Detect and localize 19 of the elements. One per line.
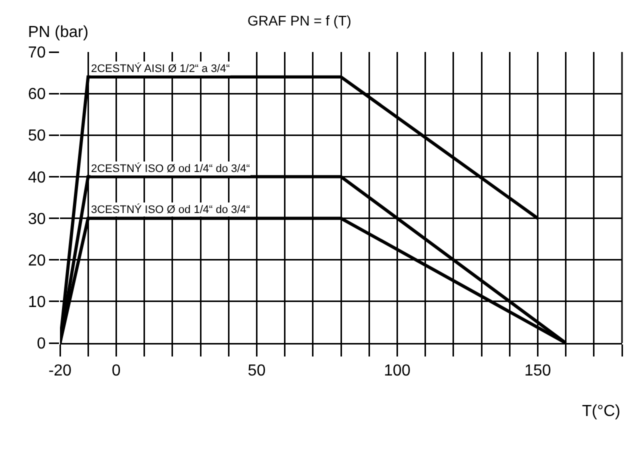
y-tick-label: 60	[28, 86, 46, 104]
y-tick-label: 0	[36, 336, 46, 353]
series-label: 2CESTNÝ AISI Ø 1/2“ a 3/4“	[91, 62, 230, 75]
y-tick-label: 30	[28, 210, 46, 228]
x-tick-label: 100	[384, 362, 411, 380]
y-tick-label: 70	[28, 44, 46, 62]
x-tick-label: -20	[48, 362, 72, 380]
x-axis-title: T(°C)	[582, 403, 620, 420]
y-tick-label: 20	[28, 252, 46, 270]
y-tick-label: 40	[28, 169, 46, 186]
y-tick-label: 50	[28, 128, 46, 145]
series-label: 2CESTNÝ ISO Ø od 1/4“ do 3/4“	[91, 162, 250, 175]
x-tick-label: 150	[524, 362, 552, 380]
y-tick-label: 10	[28, 294, 46, 312]
series-label: 3CESTNÝ ISO Ø od 1/4“ do 3/4“	[91, 203, 250, 216]
x-tick-label: 50	[248, 362, 266, 380]
chart-title: GRAF PN = f (T)	[247, 12, 352, 29]
y-axis-title: PN (bar)	[28, 24, 88, 41]
x-tick-label: 0	[112, 362, 121, 380]
